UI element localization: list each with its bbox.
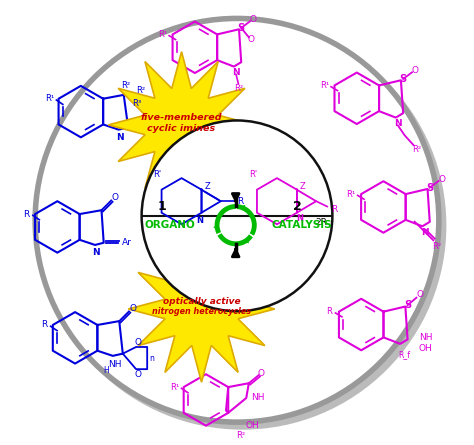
Text: NH: NH (419, 333, 432, 342)
Text: H: H (103, 365, 109, 375)
Text: R¹: R¹ (320, 81, 329, 90)
Text: R': R' (153, 170, 161, 179)
Text: R²: R² (237, 431, 246, 440)
Text: OH: OH (419, 344, 432, 353)
Text: N: N (92, 248, 100, 257)
Text: R¹: R¹ (46, 94, 55, 103)
Text: 2: 2 (292, 201, 301, 214)
Text: O: O (135, 370, 142, 379)
Text: O: O (416, 291, 423, 299)
Text: R¹: R¹ (171, 383, 180, 392)
Text: N: N (421, 228, 428, 237)
Text: O: O (111, 193, 118, 202)
Text: O: O (248, 36, 255, 44)
Text: R²: R² (234, 84, 243, 93)
Text: S: S (237, 23, 245, 33)
Text: NH: NH (108, 360, 122, 369)
Text: R_f: R_f (399, 350, 410, 360)
Text: O: O (438, 175, 445, 184)
Text: S: S (404, 300, 411, 310)
Text: R: R (41, 320, 47, 329)
Text: N: N (197, 216, 204, 225)
Text: N: N (116, 133, 124, 142)
Text: optically active: optically active (163, 296, 240, 306)
Text: N: N (296, 214, 303, 223)
Text: R: R (23, 210, 29, 218)
Circle shape (38, 21, 447, 430)
Text: R²: R² (432, 242, 441, 251)
Text: cyclic imines: cyclic imines (147, 124, 216, 133)
Text: 1: 1 (157, 201, 166, 214)
Circle shape (35, 18, 439, 422)
Text: R¹: R¹ (346, 190, 356, 198)
Text: OH: OH (246, 421, 259, 429)
Text: O: O (129, 304, 136, 313)
Text: R': R' (249, 170, 257, 179)
Text: O: O (258, 369, 265, 378)
Polygon shape (109, 52, 255, 198)
Text: O: O (250, 15, 257, 24)
Text: R²: R² (121, 81, 130, 89)
Text: Z: Z (204, 182, 210, 191)
Text: n: n (149, 354, 154, 363)
Text: O: O (411, 66, 419, 75)
Text: CATALYSIS: CATALYSIS (271, 220, 332, 230)
Text: R²: R² (412, 145, 422, 154)
Text: R: R (237, 197, 244, 206)
Text: Ar: Ar (122, 238, 132, 247)
Text: R¹: R¹ (158, 30, 167, 39)
Text: N: N (394, 119, 402, 128)
Text: R²: R² (136, 86, 145, 95)
Text: ORGANO: ORGANO (144, 220, 195, 230)
Text: N: N (232, 68, 240, 77)
Text: R³: R³ (132, 99, 141, 108)
Text: five-membered: five-membered (141, 113, 222, 122)
Text: Z: Z (300, 182, 306, 191)
Text: R: R (326, 307, 332, 316)
Text: O: O (135, 338, 142, 347)
Polygon shape (128, 236, 275, 382)
Text: S: S (400, 74, 407, 84)
Text: nitrogen heterocycles: nitrogen heterocycles (152, 307, 251, 316)
Circle shape (142, 121, 332, 311)
Text: NH: NH (252, 392, 265, 402)
Text: R: R (331, 205, 337, 214)
Text: 2R: 2R (316, 218, 328, 227)
Text: S: S (426, 182, 433, 193)
